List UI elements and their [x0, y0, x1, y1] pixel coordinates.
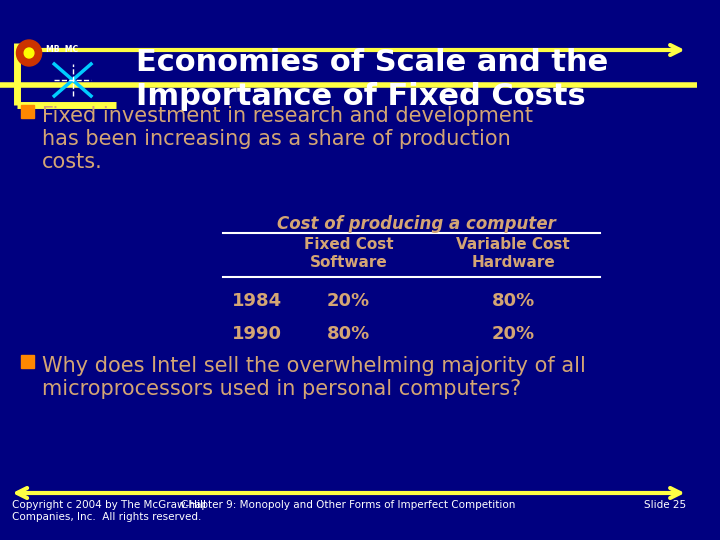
Text: 20%: 20%: [327, 292, 370, 310]
Text: Why does Intel sell the overwhelming majority of all
microprocessors used in per: Why does Intel sell the overwhelming maj…: [42, 356, 585, 399]
Bar: [22, 105, 34, 118]
Circle shape: [24, 48, 34, 58]
Text: Copyright c 2004 by The McGraw-Hill
Companies, Inc.  All rights reserved.: Copyright c 2004 by The McGraw-Hill Comp…: [12, 500, 206, 522]
Text: Slide 25: Slide 25: [644, 500, 685, 510]
Circle shape: [17, 40, 42, 66]
Text: 20%: 20%: [492, 325, 535, 343]
Text: 80%: 80%: [327, 325, 370, 343]
Text: 80%: 80%: [492, 292, 535, 310]
Text: MB  MC: MB MC: [47, 44, 78, 53]
Text: Variable Cost: Variable Cost: [456, 237, 570, 252]
Text: Economies of Scale and the
Importance of Fixed Costs: Economies of Scale and the Importance of…: [135, 48, 608, 111]
Text: Fixed investment in research and development
has been increasing as a share of p: Fixed investment in research and develop…: [42, 106, 533, 172]
Text: 1984: 1984: [233, 292, 282, 310]
Text: Fixed Cost: Fixed Cost: [304, 237, 393, 252]
Text: Hardware: Hardware: [472, 255, 555, 270]
Bar: [22, 355, 34, 368]
Text: Software: Software: [310, 255, 387, 270]
Text: Chapter 9: Monopoly and Other Forms of Imperfect Competition: Chapter 9: Monopoly and Other Forms of I…: [181, 500, 516, 510]
Text: 1990: 1990: [233, 325, 282, 343]
Text: Cost of producing a computer: Cost of producing a computer: [277, 215, 556, 233]
